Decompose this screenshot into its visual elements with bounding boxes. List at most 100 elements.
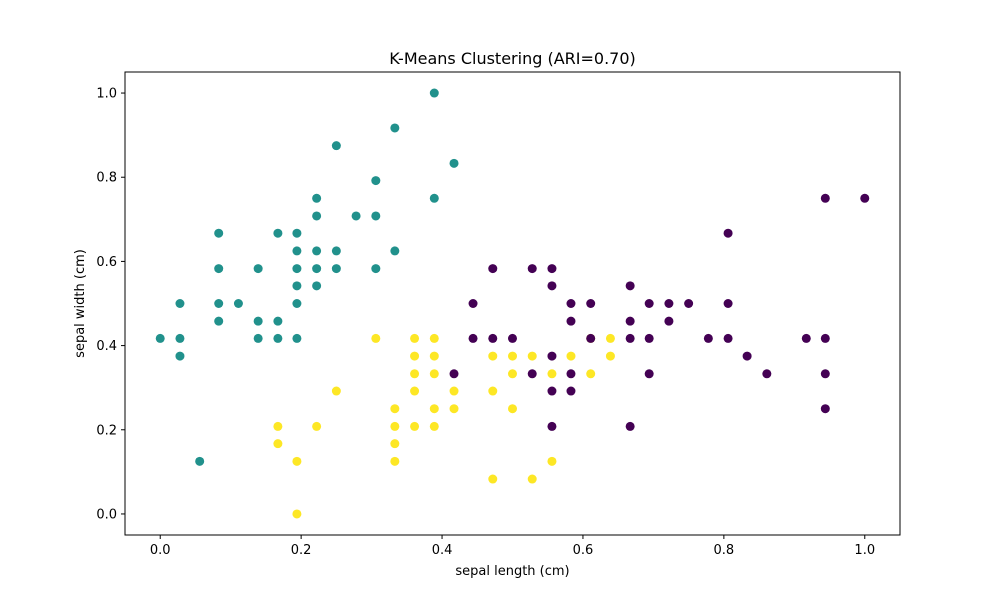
y-tick-label: 0.2 bbox=[96, 423, 117, 438]
scatter-point bbox=[175, 299, 185, 308]
scatter-point bbox=[214, 228, 224, 238]
y-axis-ticks: 0.0 0.2 0.4 0.6 0.8 1.0 bbox=[96, 87, 125, 522]
scatter-point bbox=[488, 351, 498, 361]
scatter-point bbox=[625, 316, 635, 326]
scatter-point bbox=[331, 386, 341, 396]
scatter-point bbox=[410, 421, 420, 431]
scatter-point bbox=[586, 333, 596, 343]
scatter-point bbox=[312, 246, 322, 256]
scatter-point bbox=[292, 246, 302, 256]
scatter-point bbox=[292, 228, 302, 238]
scatter-point bbox=[410, 369, 420, 379]
x-tick-label: 0.4 bbox=[432, 543, 453, 558]
scatter-point bbox=[468, 333, 478, 343]
scatter-point bbox=[410, 386, 420, 396]
scatter-point bbox=[820, 333, 830, 343]
scatter-point bbox=[566, 351, 576, 361]
scatter-point bbox=[175, 333, 185, 343]
scatter-point bbox=[547, 351, 557, 361]
scatter-point bbox=[312, 211, 322, 221]
scatter-point bbox=[547, 369, 557, 379]
scatter-point bbox=[429, 404, 439, 414]
scatter-point bbox=[605, 351, 615, 361]
scatter-point bbox=[253, 316, 263, 326]
scatter-point bbox=[429, 421, 439, 431]
scatter-point bbox=[155, 333, 165, 343]
scatter-point bbox=[488, 333, 498, 343]
axes-frame bbox=[124, 71, 901, 536]
scatter-point bbox=[723, 333, 733, 343]
plot-area-border bbox=[124, 71, 901, 536]
x-tick-label: 0.2 bbox=[291, 543, 312, 558]
scatter-point bbox=[292, 281, 302, 291]
y-tick-label: 0.4 bbox=[96, 339, 117, 354]
scatter-point bbox=[214, 264, 224, 274]
scatter-point bbox=[508, 369, 517, 379]
scatter-point bbox=[390, 246, 400, 256]
scatter-point bbox=[547, 421, 557, 431]
scatter-point bbox=[449, 386, 459, 396]
scatter-point bbox=[586, 299, 596, 308]
scatter-point bbox=[860, 193, 870, 203]
scatter-point bbox=[292, 456, 302, 466]
scatter-point bbox=[410, 351, 420, 361]
scatter-point bbox=[410, 333, 420, 343]
scatter-point bbox=[312, 421, 322, 431]
scatter-point bbox=[684, 299, 694, 308]
scatter-point bbox=[644, 369, 654, 379]
scatter-point bbox=[703, 333, 713, 343]
scatter-point bbox=[723, 299, 733, 308]
scatter-point bbox=[547, 386, 557, 396]
scatter-point bbox=[390, 439, 400, 449]
scatter-point bbox=[566, 299, 576, 308]
scatter-point bbox=[273, 316, 283, 326]
x-axis-label: sepal length (cm) bbox=[455, 564, 569, 579]
scatter-point bbox=[371, 333, 381, 343]
scatter-point bbox=[175, 351, 185, 361]
scatter-point bbox=[273, 333, 283, 343]
scatter-point bbox=[429, 369, 439, 379]
scatter-point bbox=[371, 211, 381, 221]
scatter-point bbox=[547, 264, 557, 274]
scatter-point bbox=[508, 333, 517, 343]
scatter-point bbox=[253, 264, 263, 274]
scatter-point bbox=[625, 281, 635, 291]
chart-title: K-Means Clustering (ARI=0.70) bbox=[389, 49, 636, 68]
x-tick-label: 0.6 bbox=[573, 543, 594, 558]
scatter-point bbox=[331, 264, 341, 274]
scatter-point bbox=[233, 299, 243, 308]
scatter-point bbox=[292, 299, 302, 308]
scatter-point bbox=[547, 456, 557, 466]
scatter-point bbox=[664, 316, 674, 326]
scatter-point bbox=[625, 333, 635, 343]
scatter-point bbox=[547, 281, 557, 291]
scatter-point bbox=[273, 421, 283, 431]
scatter-point bbox=[527, 369, 537, 379]
scatter-point bbox=[351, 211, 361, 221]
scatter-point bbox=[742, 351, 752, 361]
scatter-point bbox=[527, 264, 537, 274]
y-tick-label: 0.0 bbox=[96, 507, 117, 522]
scatter-point bbox=[312, 193, 322, 203]
scatter-point bbox=[488, 386, 498, 396]
scatter-point bbox=[449, 404, 459, 414]
scatter-point bbox=[371, 264, 381, 274]
scatter-point bbox=[331, 246, 341, 256]
y-axis-label: sepal width (cm) bbox=[73, 249, 88, 358]
y-tick-label: 0.6 bbox=[96, 255, 117, 270]
scatter-point bbox=[390, 123, 400, 133]
scatter-point bbox=[644, 333, 654, 343]
scatter-point bbox=[820, 404, 830, 414]
scatter-point bbox=[429, 193, 439, 203]
scatter-point bbox=[644, 299, 654, 308]
scatter-point bbox=[488, 474, 498, 484]
scatter-point bbox=[214, 316, 224, 326]
y-tick-label: 1.0 bbox=[96, 87, 117, 102]
scatter-point bbox=[449, 158, 459, 168]
scatter-point bbox=[468, 299, 478, 308]
scatter-point bbox=[390, 456, 400, 466]
scatter-point bbox=[195, 456, 205, 466]
scatter-point bbox=[625, 421, 635, 431]
scatter-point bbox=[312, 264, 322, 274]
